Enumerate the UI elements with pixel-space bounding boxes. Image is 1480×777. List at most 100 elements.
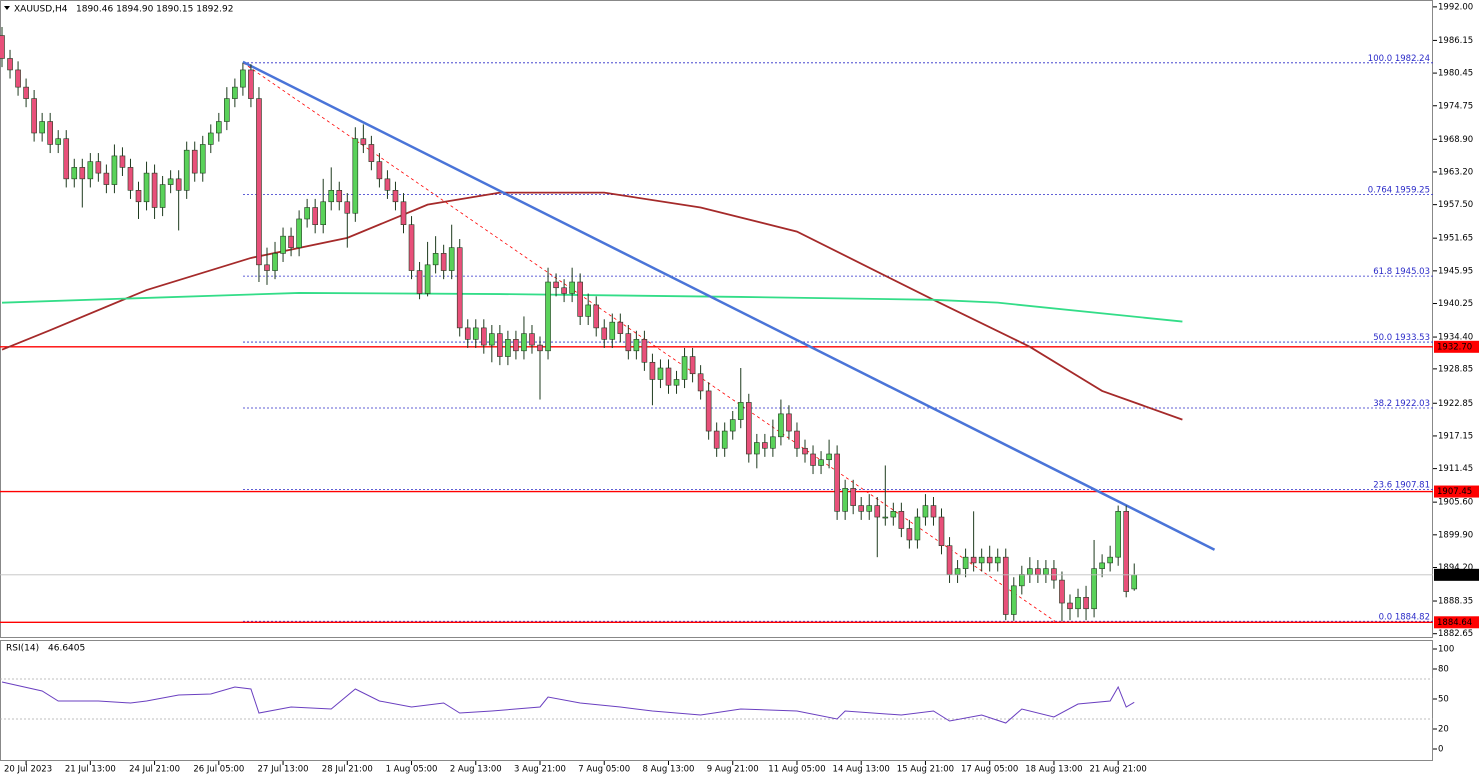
candle-body <box>970 556 977 564</box>
candle-body <box>489 333 495 346</box>
fib-price: 1945.03 <box>1395 267 1430 277</box>
fib-label: 100.0 1982.24 <box>1368 53 1430 63</box>
candle-body <box>529 333 535 346</box>
y-tick-label: 1963.20 <box>1438 167 1473 177</box>
candle-body <box>946 545 953 575</box>
y-tick-label: 1928.85 <box>1438 364 1473 374</box>
candle-body <box>183 149 190 191</box>
candle-body <box>23 86 29 99</box>
price-tag-label: 1892.92 <box>1437 570 1472 580</box>
candle-body <box>794 430 800 449</box>
candle-body <box>408 224 415 271</box>
candle-body <box>151 172 158 208</box>
candle-body <box>71 167 78 180</box>
candle-body <box>673 379 680 386</box>
candle-body <box>593 304 600 329</box>
x-tick-label: 3 Aug 21:00 <box>514 765 566 775</box>
candle-body <box>224 98 230 122</box>
candle-body <box>207 132 214 145</box>
fib-level-name: 0.764 <box>1368 185 1392 195</box>
candle-body <box>882 516 889 519</box>
candle-body <box>561 287 567 294</box>
candle-body <box>545 281 551 352</box>
candle-body <box>978 556 985 564</box>
candle-body <box>721 430 728 449</box>
candle-body <box>681 356 688 380</box>
candle-body <box>272 253 278 271</box>
rsi-line <box>1 681 1135 724</box>
candle-body <box>537 344 543 352</box>
price-tag-label: 1884.64 <box>1437 618 1472 628</box>
candle-body <box>762 442 768 449</box>
candle-body <box>199 144 206 174</box>
x-tick-label: 9 Aug 21:00 <box>707 765 759 775</box>
candle-body <box>216 121 222 134</box>
candle-body <box>344 201 351 214</box>
candle-body <box>818 459 824 466</box>
price-tag <box>1434 340 1479 353</box>
rsi-panel <box>0 640 1433 761</box>
candle-body <box>617 321 624 334</box>
candle-body <box>472 327 479 340</box>
x-tick-label: 8 Aug 13:00 <box>643 765 695 775</box>
candle-body <box>424 264 431 294</box>
candle-body <box>159 184 166 208</box>
candle-body <box>352 138 359 214</box>
x-tick-label: 1 Aug 05:00 <box>386 765 438 775</box>
y-tick-label: 1974.75 <box>1438 101 1473 111</box>
candle-body <box>737 402 744 420</box>
candle-body <box>304 207 310 220</box>
candle-body <box>553 281 559 289</box>
menu-arrow <box>4 6 10 10</box>
candle-body <box>280 235 286 254</box>
fib-price: 1959.25 <box>1395 185 1430 195</box>
candle-body <box>47 121 53 145</box>
candle-body <box>1099 562 1105 569</box>
rsi-tick-label: 20 <box>1438 725 1449 735</box>
candle-body <box>392 190 399 203</box>
candle-body <box>609 321 616 340</box>
candle-body <box>786 413 792 432</box>
candle-body <box>890 511 897 518</box>
candle-body <box>1131 574 1138 590</box>
fib-level-name: 100.0 <box>1368 53 1392 63</box>
candle-body <box>1019 574 1025 587</box>
fib-level-name: 38.2 <box>1373 398 1392 408</box>
x-tick-label: 27 Jul 13:00 <box>258 765 309 775</box>
candle-body <box>384 178 391 191</box>
candle-body <box>850 488 856 506</box>
candle-body <box>167 178 174 185</box>
price-tag <box>1434 616 1479 629</box>
candle-body <box>954 568 961 575</box>
fib-label: 0.0 1884.82 <box>1379 612 1430 622</box>
y-tick-label: 1905.60 <box>1438 498 1473 508</box>
fib-level-name: 50.0 <box>1373 333 1392 343</box>
candle-body <box>1075 597 1081 610</box>
main-panel <box>0 0 1433 638</box>
candle-body <box>175 178 182 191</box>
candle-body <box>1027 568 1033 575</box>
candle-body <box>922 505 929 518</box>
candle-body <box>416 270 423 294</box>
candle-body <box>1123 511 1129 592</box>
candle-body <box>376 161 383 180</box>
candle-body <box>95 161 102 174</box>
y-tick-label: 1888.35 <box>1438 597 1473 607</box>
fib-level-name: 23.6 <box>1373 480 1392 490</box>
candle-body <box>320 201 327 226</box>
x-tick-label: 11 Aug 05:00 <box>768 765 825 775</box>
candle-body <box>464 327 471 340</box>
x-tick-label: 17 Aug 05:00 <box>961 765 1018 775</box>
price-tag <box>1434 485 1479 498</box>
candle-body <box>1010 585 1017 615</box>
rsi-tick-label: 80 <box>1438 665 1449 675</box>
candle-body <box>1059 579 1065 604</box>
y-tick-label: 1968.90 <box>1438 135 1473 145</box>
y-tick-label: 1940.25 <box>1438 299 1473 309</box>
candle-body <box>778 413 784 438</box>
candle-body <box>63 138 70 180</box>
y-tick-label: 1899.90 <box>1438 530 1473 540</box>
candle-body <box>87 161 94 180</box>
candle-body <box>577 281 583 317</box>
candle-body <box>513 339 519 352</box>
